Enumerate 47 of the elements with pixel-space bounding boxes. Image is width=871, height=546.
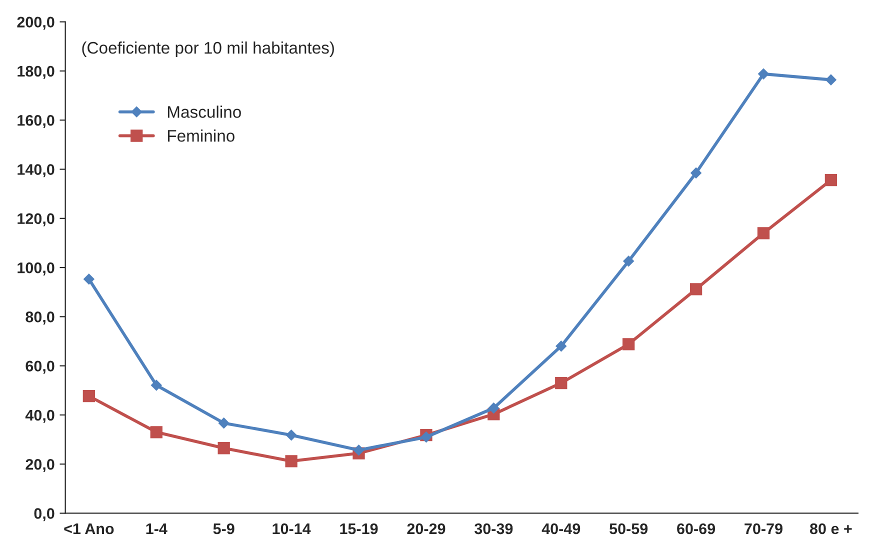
annotation: (Coeficiente por 10 mil habitantes) [82, 41, 334, 58]
y-tick-label: 0,0 [34, 508, 54, 522]
point [690, 168, 702, 178]
legend-label: Feminino [168, 130, 234, 142]
point [758, 68, 769, 80]
point [353, 444, 364, 456]
point [218, 442, 230, 454]
y-tick-label: 140,0 [18, 164, 54, 178]
y-tick-label: 200,0 [17, 16, 54, 30]
point [555, 376, 568, 390]
x-tick-label: 5-9 [213, 523, 234, 534]
point [84, 274, 94, 285]
x-tick-label: 70-79 [744, 523, 782, 534]
y-tick-label: 120,0 [18, 213, 54, 226]
x-tick-label: 1-4 [146, 524, 168, 534]
y-tick-label: 80,0 [26, 312, 54, 325]
x-tick-label: 40-49 [542, 523, 580, 534]
x-tick-label: 60-69 [677, 523, 716, 534]
y-tick-label: 60,0 [26, 360, 54, 374]
point [285, 455, 298, 468]
point [757, 227, 770, 240]
point [622, 338, 635, 350]
x-tick-label: 20-29 [407, 523, 446, 534]
point [488, 402, 500, 414]
point [623, 256, 634, 267]
x-tick-label: 15-19 [340, 523, 378, 534]
y-tick-label: 20,0 [26, 458, 54, 472]
point [420, 432, 432, 443]
point [82, 390, 96, 402]
point [150, 380, 162, 391]
x-tick-label: 10-14 [272, 523, 311, 534]
y-tick-label: 40,0 [25, 410, 54, 423]
y-tick-label: 180,0 [18, 66, 54, 79]
y-tick-label: 100,0 [18, 262, 54, 276]
point [556, 340, 567, 352]
point [150, 426, 162, 438]
point [218, 418, 230, 428]
x-tick-label: 50-59 [610, 523, 648, 534]
point [826, 74, 836, 86]
legend-label: Masculino [168, 106, 241, 118]
point [690, 283, 702, 296]
point [286, 430, 297, 441]
y-tick-label: 160,0 [18, 114, 54, 128]
x-tick-label: 80 e + [810, 523, 852, 534]
point [824, 174, 838, 186]
x-tick-label: 30-39 [474, 523, 513, 534]
x-tick-label: <1 Ano [64, 524, 114, 534]
